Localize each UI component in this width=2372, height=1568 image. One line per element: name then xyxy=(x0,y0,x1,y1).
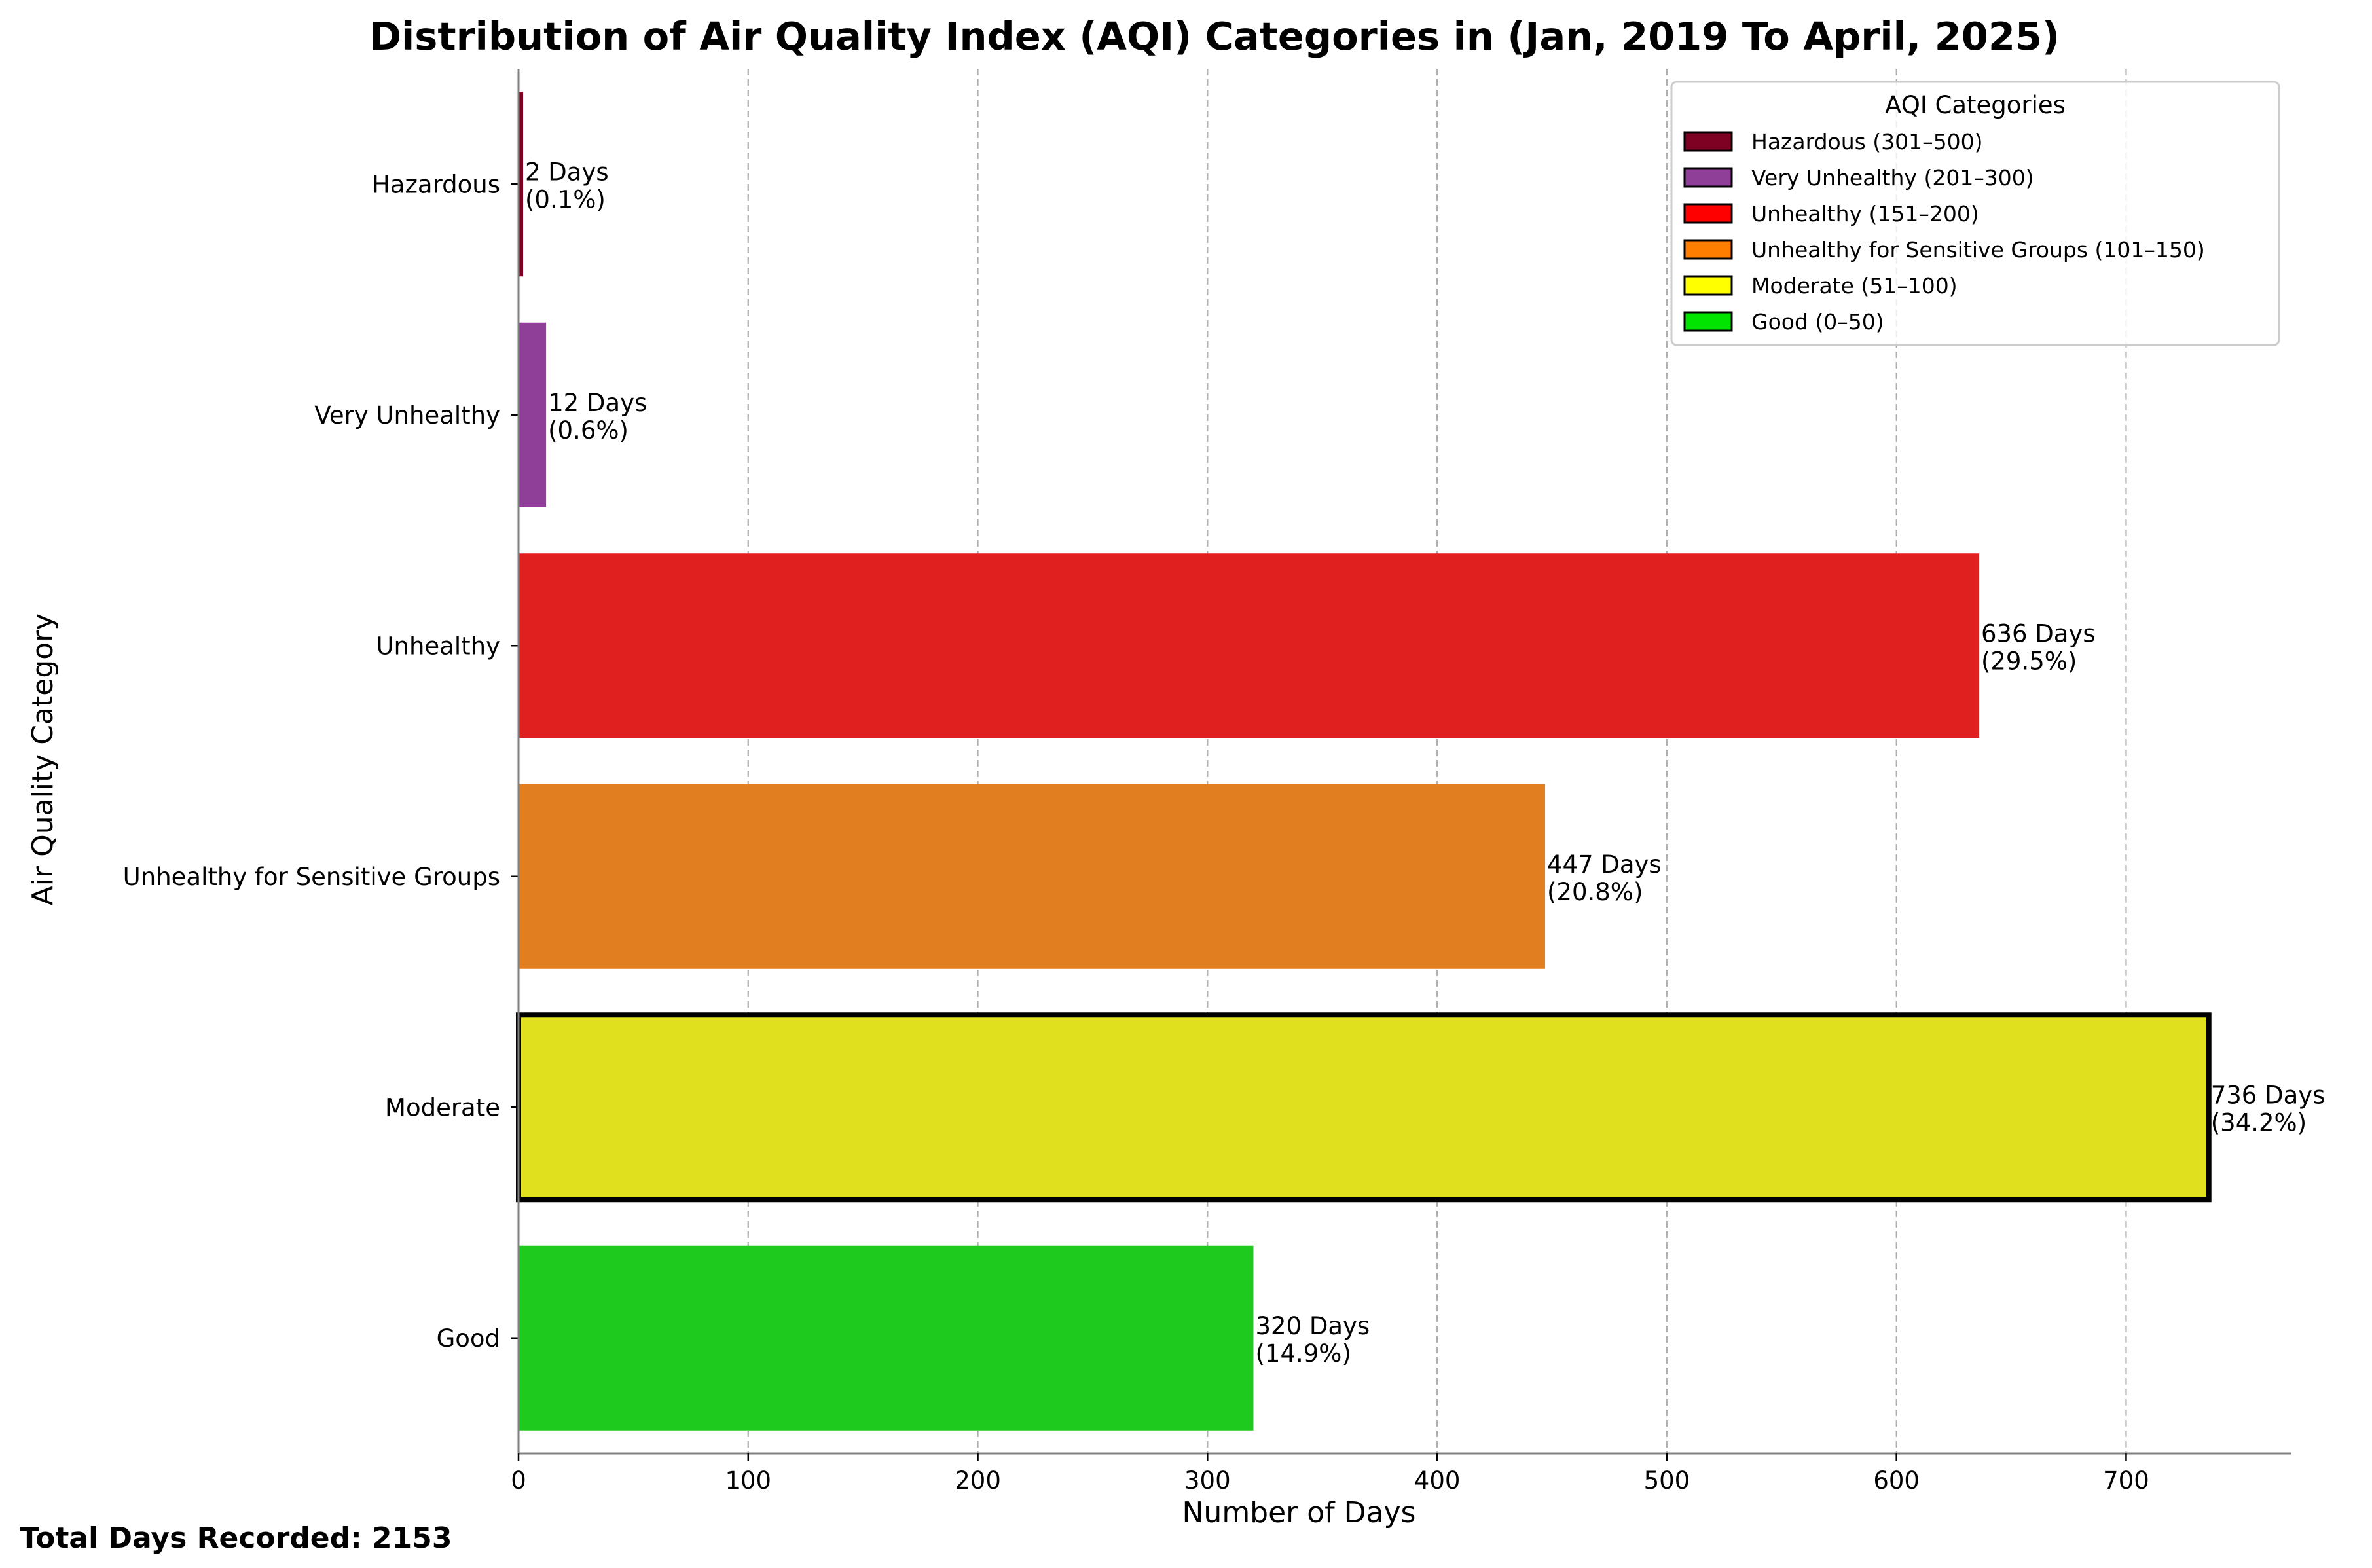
chart-title: Distribution of Air Quality Index (AQI) … xyxy=(369,14,2060,59)
data-label-unhealthy: 636 Days (29.5%) xyxy=(1981,619,2096,675)
legend-title: AQI Categories xyxy=(1885,91,2066,119)
x-tick-label: 700 xyxy=(2103,1467,2149,1495)
legend-swatch xyxy=(1683,311,1733,332)
data-label-moderate: 736 Days (34.2%) xyxy=(2211,1081,2326,1137)
data-label-very-unhealthy: 12 Days (0.6%) xyxy=(548,389,647,445)
x-axis-label: Number of Days xyxy=(1182,1496,1416,1529)
x-tick-label: 200 xyxy=(955,1467,1001,1495)
x-tick-label: 300 xyxy=(1184,1467,1231,1495)
legend-label: Unhealthy (151–200) xyxy=(1751,201,1979,227)
legend-label: Very Unhealthy (201–300) xyxy=(1751,165,2034,191)
legend-swatch xyxy=(1683,131,1733,152)
x-tick-label: 100 xyxy=(725,1467,771,1495)
y-tick-label: Good xyxy=(437,1324,500,1353)
data-labels: 2 Days (0.1%) 12 Days (0.6%) 636 Days (29.5%)… xyxy=(525,158,2325,1368)
x-tick-label: 500 xyxy=(1644,1467,1690,1495)
y-tick-label: Unhealthy for Sensitive Groups xyxy=(123,863,500,891)
bar-hazardous xyxy=(519,92,524,277)
bar-moderate xyxy=(516,1012,2212,1203)
bar-good xyxy=(519,1245,1254,1431)
legend-label: Unhealthy for Sensitive Groups (101–150) xyxy=(1751,237,2205,263)
x-tick-label: 600 xyxy=(1873,1467,1920,1495)
bar-unhealthy xyxy=(519,553,1979,738)
total-days-label: Total Days Recorded: 2153 xyxy=(20,1522,452,1555)
legend-swatch xyxy=(1683,203,1733,224)
legend-frame xyxy=(1670,81,2280,346)
legend-entries: Hazardous (301–500) Very Unhealthy (201–3… xyxy=(1683,129,2205,335)
legend-label: Hazardous (301–500) xyxy=(1751,129,1983,155)
data-label-unhealthy-for-sensitive-groups: 447 Days (20.8%) xyxy=(1547,850,1662,906)
bar-very-unhealthy xyxy=(519,322,547,507)
axes: Hazardous Very Unhealthy Unhealthy Unhealth… xyxy=(123,69,2291,1495)
legend-swatch xyxy=(1683,239,1733,260)
bar-unhealthy-for-sensitive-groups xyxy=(519,784,1545,969)
legend-label: Moderate (51–100) xyxy=(1751,273,1958,299)
legend-swatch xyxy=(1683,275,1733,296)
legend: AQI Categories Hazardous (301–500) Very U… xyxy=(1670,81,2280,346)
y-tick-label: Unhealthy xyxy=(376,632,500,660)
y-axis-label: Air Quality Category xyxy=(26,613,60,906)
y-tick-label: Hazardous xyxy=(372,170,500,198)
bars xyxy=(516,92,2212,1431)
legend-swatch xyxy=(1683,167,1733,188)
x-tick-label: 0 xyxy=(511,1467,526,1495)
y-tick-label: Very Unhealthy xyxy=(314,401,500,429)
x-tick-label: 400 xyxy=(1414,1467,1461,1495)
y-tick-label: Moderate xyxy=(385,1093,500,1121)
data-label-hazardous: 2 Days (0.1%) xyxy=(525,158,609,213)
data-label-good: 320 Days (14.9%) xyxy=(1255,1312,1370,1368)
legend-label: Good (0–50) xyxy=(1751,309,1884,335)
